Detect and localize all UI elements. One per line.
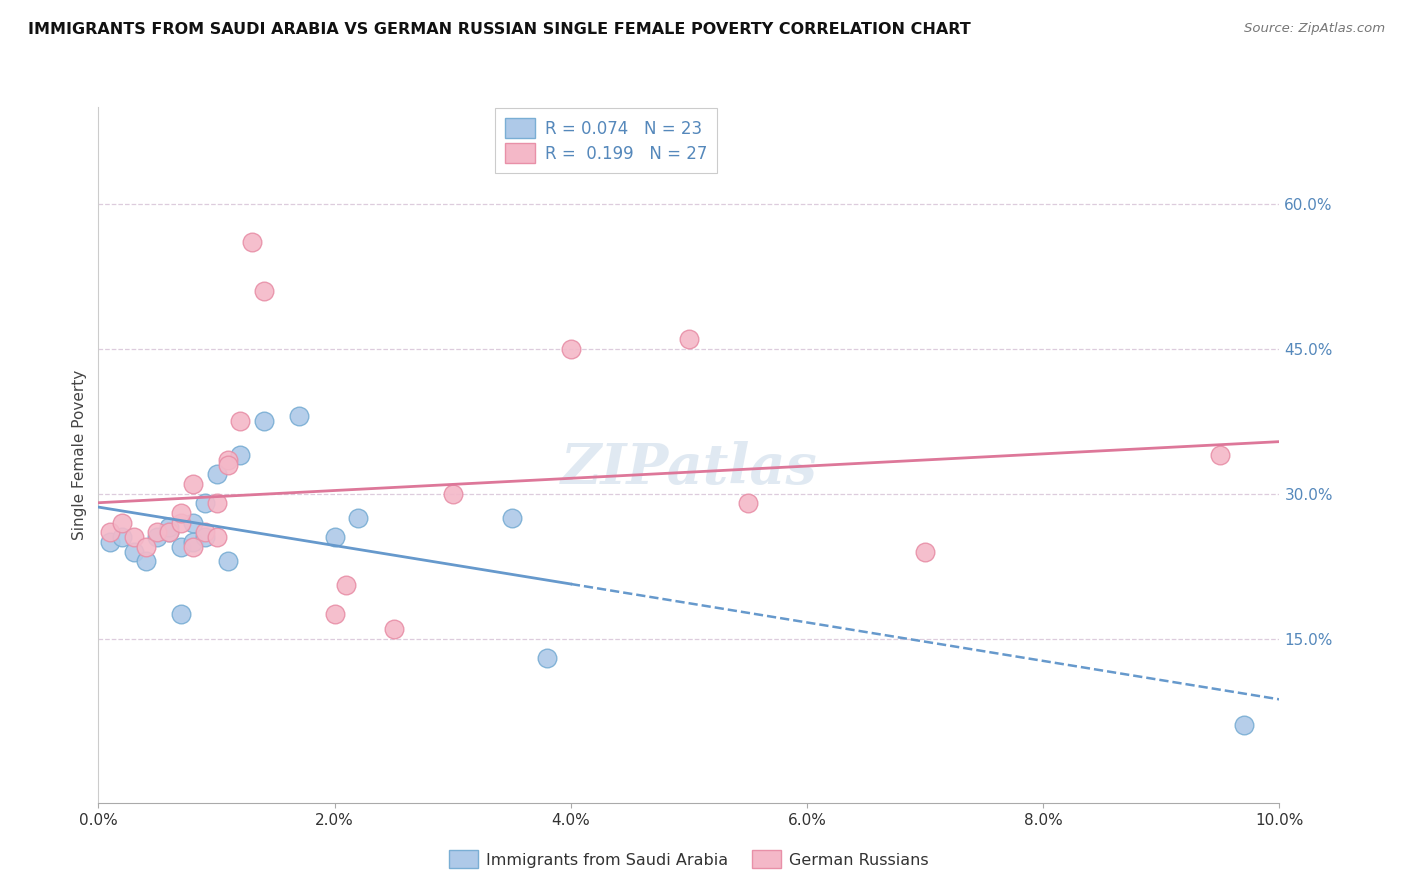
Point bbox=[135, 554, 157, 568]
Legend: Immigrants from Saudi Arabia, German Russians: Immigrants from Saudi Arabia, German Rus… bbox=[443, 844, 935, 875]
Point bbox=[240, 235, 263, 250]
Point bbox=[170, 516, 193, 530]
Point bbox=[560, 342, 582, 356]
Point bbox=[170, 540, 193, 554]
Point bbox=[253, 284, 276, 298]
Point bbox=[205, 496, 228, 510]
Text: Source: ZipAtlas.com: Source: ZipAtlas.com bbox=[1244, 22, 1385, 36]
Point bbox=[217, 458, 239, 472]
Point bbox=[205, 467, 228, 482]
Point bbox=[122, 530, 145, 544]
Point bbox=[229, 414, 252, 428]
Point bbox=[181, 534, 204, 549]
Point bbox=[678, 332, 700, 346]
Point bbox=[111, 516, 134, 530]
Point bbox=[914, 544, 936, 558]
Point bbox=[181, 476, 204, 491]
Point bbox=[229, 448, 252, 462]
Point bbox=[122, 544, 145, 558]
Point bbox=[1209, 448, 1232, 462]
Text: IMMIGRANTS FROM SAUDI ARABIA VS GERMAN RUSSIAN SINGLE FEMALE POVERTY CORRELATION: IMMIGRANTS FROM SAUDI ARABIA VS GERMAN R… bbox=[28, 22, 972, 37]
Point bbox=[347, 510, 370, 524]
Point bbox=[335, 578, 357, 592]
Point bbox=[441, 486, 464, 500]
Point bbox=[253, 414, 276, 428]
Point bbox=[194, 530, 217, 544]
Point bbox=[146, 525, 169, 540]
Point bbox=[205, 530, 228, 544]
Point bbox=[170, 506, 193, 520]
Point bbox=[146, 530, 169, 544]
Point bbox=[181, 540, 204, 554]
Point bbox=[737, 496, 759, 510]
Point bbox=[170, 607, 193, 622]
Point bbox=[194, 525, 217, 540]
Point bbox=[536, 651, 558, 665]
Point bbox=[382, 622, 405, 636]
Point bbox=[323, 530, 346, 544]
Point bbox=[323, 607, 346, 622]
Point bbox=[194, 496, 217, 510]
Point bbox=[217, 452, 239, 467]
Point bbox=[98, 525, 121, 540]
Point bbox=[98, 534, 121, 549]
Point bbox=[181, 516, 204, 530]
Point bbox=[157, 525, 180, 540]
Point bbox=[111, 530, 134, 544]
Point bbox=[288, 409, 311, 424]
Y-axis label: Single Female Poverty: Single Female Poverty bbox=[72, 370, 87, 540]
Point bbox=[157, 520, 180, 534]
Point bbox=[157, 525, 180, 540]
Text: ZIPatlas: ZIPatlas bbox=[561, 442, 817, 496]
Point bbox=[217, 554, 239, 568]
Point bbox=[1233, 718, 1256, 732]
Point bbox=[501, 510, 523, 524]
Point bbox=[135, 540, 157, 554]
